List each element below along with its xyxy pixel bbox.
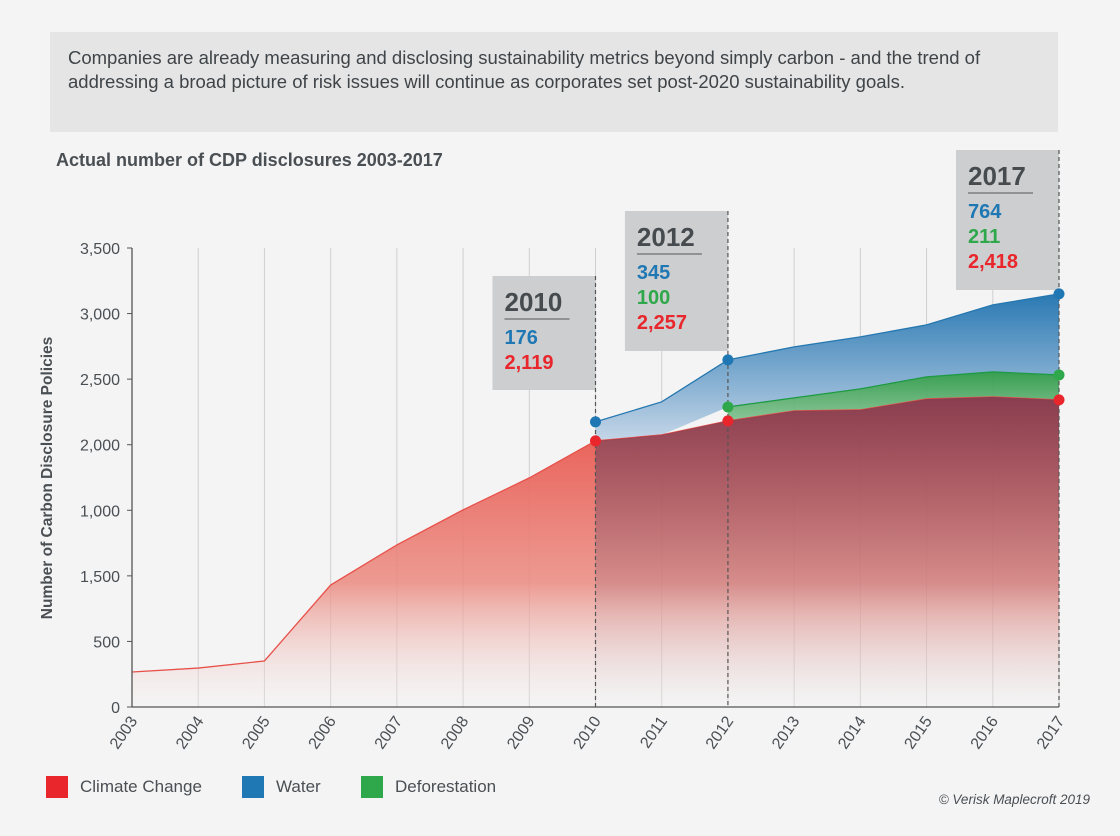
legend-label: Water (276, 777, 321, 796)
y-tick-label: 1,500 (80, 569, 120, 586)
x-tick-label: 2009 (504, 713, 538, 752)
callout-value-water: 345 (637, 262, 670, 284)
x-tick-label: 2007 (372, 713, 406, 752)
legend-swatch-deforestation (361, 776, 383, 798)
callout-value-water: 176 (505, 327, 538, 349)
climate-overlap-shade (595, 396, 1059, 707)
x-tick-label: 2012 (703, 713, 737, 752)
callout-value-deforestation: 211 (968, 226, 1000, 248)
copyright-credit: © Verisk Maplecroft 2019 (938, 792, 1090, 807)
x-tick-label: 2008 (438, 713, 472, 752)
y-tick-label: 500 (93, 634, 120, 651)
x-tick-label: 2006 (306, 713, 340, 752)
x-tick-label: 2013 (769, 713, 803, 752)
legend-label: Deforestation (395, 777, 497, 796)
x-tick-label: 2014 (835, 713, 869, 752)
legend-swatch-climate (46, 776, 68, 798)
data-point (722, 401, 734, 413)
x-tick-label: 2015 (902, 713, 936, 752)
legend-label: Climate Change (80, 777, 202, 796)
intro-text: Companies are already measuring and disc… (68, 47, 981, 92)
callout-value-water: 764 (968, 201, 1002, 223)
x-tick-label: 2003 (107, 713, 141, 752)
data-point (722, 415, 734, 427)
deforestation-area (727, 371, 1059, 421)
callout-year: 2010 (505, 287, 563, 317)
deforestation-area-line (727, 371, 1060, 408)
callout-value-deforestation: 100 (637, 287, 670, 309)
x-tick-label: 2010 (570, 713, 604, 752)
y-tick-label: 2,500 (80, 372, 120, 389)
callout-box-2010 (492, 276, 596, 390)
x-tick-label: 2017 (1034, 713, 1068, 752)
data-point (590, 435, 601, 447)
data-point (722, 354, 734, 366)
legend-item-water: Water (242, 776, 321, 798)
legend-swatch-water (242, 776, 264, 798)
y-tick-label: 3,500 (80, 241, 120, 258)
callout-value-climate: 2,418 (968, 251, 1018, 273)
y-tick-label: 0 (111, 700, 120, 717)
data-point (1053, 288, 1065, 300)
callout-value-climate: 2,119 (505, 352, 554, 374)
callout-year: 2012 (637, 222, 695, 252)
x-tick-label: 2005 (239, 713, 273, 752)
callout-box-2017 (956, 150, 1059, 290)
x-tick-label: 2016 (968, 713, 1002, 752)
y-tick-label: 1,000 (80, 503, 120, 520)
water-area-line (595, 293, 1060, 423)
y-axis-label: Number of Carbon Disclosure Policies (39, 337, 56, 620)
legend-item-climate-change: Climate Change (46, 776, 202, 798)
x-tick-label: 2004 (173, 713, 207, 752)
chart-title: Actual number of CDP disclosures 2003-20… (56, 150, 443, 170)
x-tick-label: 2011 (637, 713, 671, 751)
intro-text-box: Companies are already measuring and disc… (50, 32, 1058, 132)
callout-value-climate: 2,257 (637, 312, 687, 334)
water-area (595, 293, 1059, 441)
y-tick-label: 3,000 (80, 307, 120, 324)
data-point (1053, 369, 1065, 381)
legend-item-deforestation: Deforestation (361, 776, 496, 798)
data-point (590, 416, 601, 428)
y-tick-label: 2,000 (80, 438, 120, 455)
data-point (1053, 394, 1065, 406)
callout-box-2012 (624, 211, 728, 351)
callout-year: 2017 (968, 161, 1026, 191)
